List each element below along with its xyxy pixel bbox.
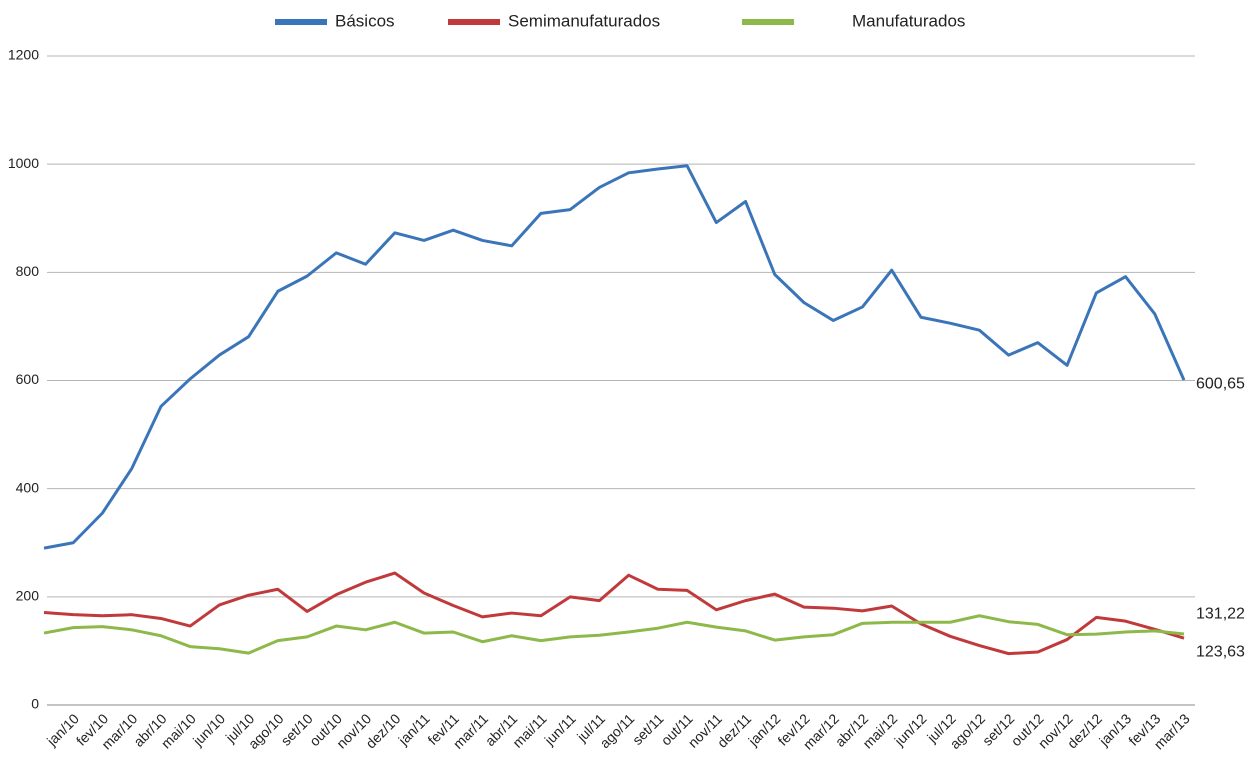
x-tick-label: jun/10 <box>189 710 228 749</box>
legend-label: Semimanufaturados <box>508 11 660 30</box>
y-tick-label: 400 <box>16 479 40 495</box>
y-tick-label: 800 <box>16 263 40 279</box>
data-line <box>43 164 1186 550</box>
data-line <box>43 614 1185 655</box>
y-tick-label: 0 <box>31 696 39 712</box>
data-line <box>43 571 1185 656</box>
data-label: 131,22 <box>1196 605 1245 622</box>
y-tick-label: 200 <box>16 588 40 604</box>
x-tick-label: jan/10 <box>43 710 82 749</box>
legend-label: Manufaturados <box>852 11 965 30</box>
x-tick-label: set/11 <box>629 710 667 748</box>
x-tick-label: jun/12 <box>891 710 930 749</box>
y-tick-label: 600 <box>16 371 40 387</box>
x-tick-label: jan/12 <box>745 710 784 749</box>
data-label: 600,65 <box>1196 375 1245 392</box>
legend-label: Básicos <box>335 11 395 30</box>
x-tick-label: mai/11 <box>509 710 549 750</box>
x-tick-label: jun/11 <box>541 710 579 748</box>
y-tick-label: 1000 <box>8 155 39 171</box>
data-label: 123,63 <box>1196 643 1245 660</box>
y-tick-label: 1200 <box>8 47 39 63</box>
x-tick-label: dez/11 <box>714 710 754 750</box>
x-tick-label: jan/11 <box>394 710 432 748</box>
x-tick-label: jan/13 <box>1095 710 1134 749</box>
